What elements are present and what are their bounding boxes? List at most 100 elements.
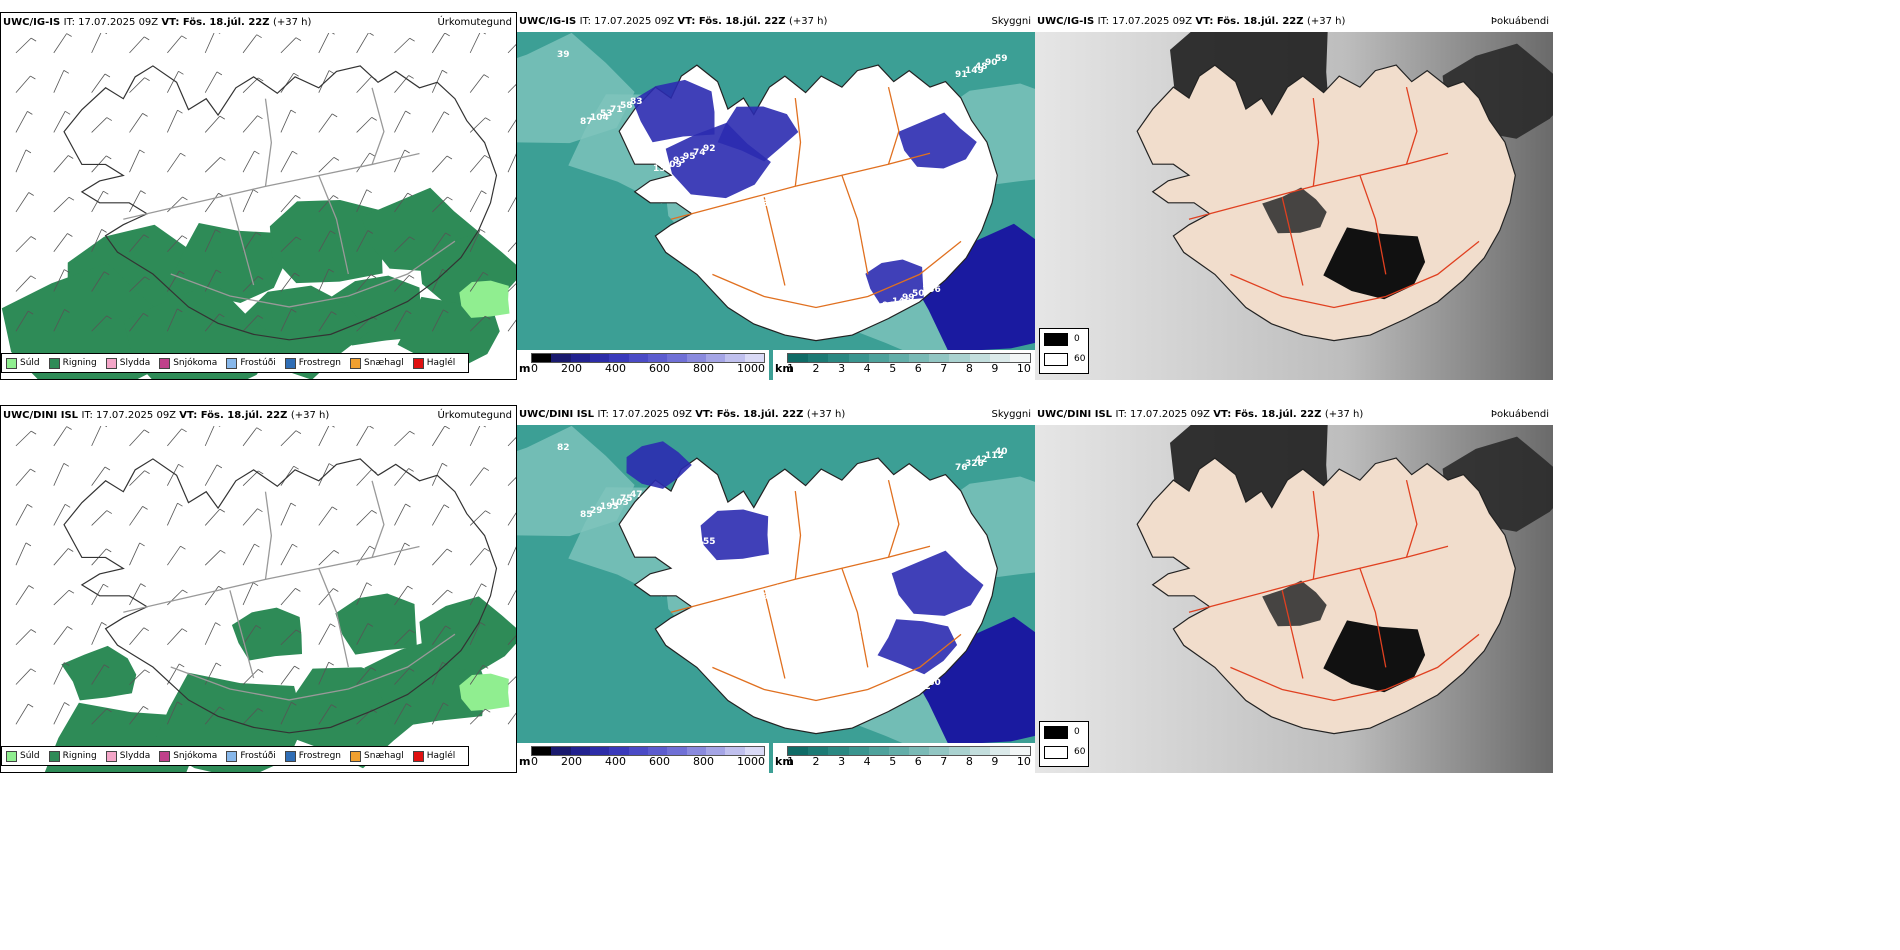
wind-barb-flag (68, 196, 75, 201)
wind-barb-flag (64, 702, 70, 706)
map-area[interactable]: 0 60 (1035, 32, 1553, 380)
wind-barb-flag (27, 111, 33, 115)
wind-barb (469, 510, 486, 526)
colorbar-tick: 6 (914, 362, 922, 375)
wind-barb-flag (216, 464, 223, 469)
cloud-base-label: 103 (610, 498, 629, 508)
cloud-base-label: 346 (892, 690, 911, 700)
legend-label: Snjókoma (173, 358, 218, 368)
wind-barb (431, 232, 446, 252)
initial-time: IT: 17.07.2025 09Z (1115, 409, 1214, 420)
cloud-base-label: 132 (653, 164, 672, 174)
lead-time: (+37 h) (806, 409, 846, 420)
wind-barb-flag (67, 626, 73, 630)
coastline (63, 458, 498, 734)
wind-barb-flag (179, 663, 185, 668)
road-line (170, 240, 456, 308)
wind-barb-flag (219, 115, 226, 120)
wind-barb (507, 283, 516, 292)
cloud-base-label: 65 (766, 195, 779, 205)
cloud-base-label: 123 (746, 596, 765, 606)
wind-barb (280, 109, 292, 133)
wind-barb-flag (103, 583, 109, 588)
wind-barb-flag (368, 33, 374, 36)
colorbar-gradient (787, 353, 1031, 363)
map-area[interactable]: Súld Rigning Slydda Snjókoma Frostúði Frostre… (1, 426, 516, 772)
wind-barb (318, 113, 333, 133)
wind-barb-flag (140, 583, 146, 587)
wind-barb (431, 662, 443, 685)
legend-label: Haglél (426, 751, 456, 761)
wind-barb (15, 504, 28, 526)
wind-barb (507, 589, 516, 606)
wind-barb-flag (104, 33, 108, 35)
wind-barb-flag (103, 664, 110, 669)
wind-barb (53, 662, 65, 685)
cloud-base-label: 101 (819, 643, 838, 653)
wind-barb (242, 232, 257, 252)
low-cloud-patch (626, 441, 692, 489)
precip-type-legend: Súld Rigning Slydda Snjókoma Frostúði Frostre… (1, 746, 470, 766)
wind-barb-flag (257, 508, 263, 513)
wind-barb (15, 236, 32, 253)
wind-barb (469, 426, 481, 447)
wind-barb-flag (483, 426, 486, 428)
wind-barb-flag (407, 585, 413, 590)
wind-barb (432, 155, 448, 173)
cloud-base-label: 193 (600, 502, 619, 512)
cloud-base-label: 85 (580, 510, 593, 520)
wind-barb (280, 502, 292, 526)
wind-barb-flag (294, 665, 300, 670)
colorbar-tick: 5 (889, 755, 897, 768)
road-line (229, 590, 255, 679)
wind-barb (53, 548, 69, 566)
legend-label: Frostregn (298, 358, 342, 368)
wind-barb (356, 623, 369, 645)
colorbar-tick: 6 (914, 755, 922, 768)
wind-barb-flag (444, 426, 450, 430)
road-line (1359, 568, 1387, 668)
wind-barb-flag (30, 468, 36, 473)
wind-barb (356, 469, 372, 486)
legend-swatch (159, 750, 171, 762)
panel-header: UWC/IG-IS IT: 17.07.2025 09Z VT: Fös. 18… (1035, 12, 1553, 32)
wind-barb-flag (480, 229, 486, 233)
road-line (794, 491, 802, 580)
wind-barb (15, 75, 31, 93)
wind-barb (394, 37, 410, 54)
wind-barb (318, 661, 330, 685)
road-line (1312, 98, 1320, 187)
colorbar-tick: 3 (838, 362, 846, 375)
drizzle-area (459, 280, 510, 318)
low-cloud-patch (865, 259, 924, 304)
wind-barb-flag (182, 589, 188, 594)
wind-barb (280, 543, 293, 566)
wind-barb-flag (142, 113, 148, 117)
fog-legend-swatch (1044, 745, 1068, 759)
wind-barb (129, 706, 144, 725)
wind-barb-flag (445, 625, 451, 630)
road-line (1230, 633, 1480, 702)
wind-barb-flag (177, 701, 183, 706)
legend-swatch (48, 750, 60, 762)
cloud-base-label: 205 (683, 545, 702, 555)
map-area[interactable]: 0 60 (1035, 425, 1553, 773)
road-line (229, 197, 255, 286)
map-area[interactable]: 39 83 92 49 127 136 59 58 74 65 61 50 90 71 95 93 81 99 48… (517, 32, 1035, 380)
wind-barb-flag (30, 275, 36, 280)
map-area[interactable]: Súld Rigning Slydda Snjókoma Frostúði Frostre… (1, 33, 516, 379)
cloud-base-label: 61 (839, 242, 852, 252)
fog-patch (1323, 620, 1426, 693)
wind-barb (356, 189, 368, 213)
fog-legend-label: 60 (1074, 354, 1086, 364)
wind-barb (318, 506, 333, 526)
wind-barb-flag (370, 667, 377, 671)
wind-barb (91, 664, 105, 685)
wind-barb (129, 313, 144, 332)
wind-barb (242, 543, 255, 566)
initial-time: IT: 17.07.2025 09Z (81, 410, 180, 421)
map-area[interactable]: 82 47 55 51 47 380 40 75 71 51 60 112 112 103 205 79 57 4… (517, 425, 1035, 773)
colorbar-tick: 7 (940, 362, 948, 375)
wind-barb-flag (333, 588, 339, 592)
